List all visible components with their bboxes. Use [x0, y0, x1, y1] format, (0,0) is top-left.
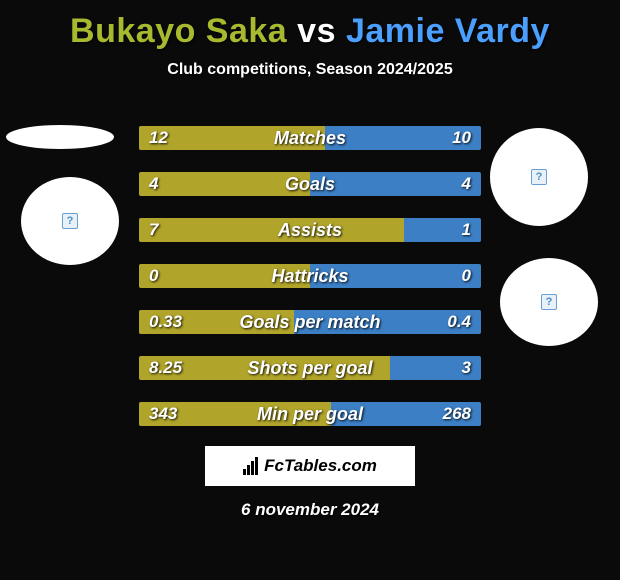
stat-row: 44Goals: [139, 172, 481, 196]
subtitle: Club competitions, Season 2024/2025: [0, 61, 620, 79]
fctables-logo-icon: [243, 457, 258, 475]
stat-label: Goals per match: [139, 310, 481, 334]
stat-row: 8.253Shots per goal: [139, 356, 481, 380]
vs-text: vs: [297, 12, 336, 50]
stat-row: 71Assists: [139, 218, 481, 242]
stat-label: Matches: [139, 126, 481, 150]
watermark-text: FcTables.com: [264, 456, 377, 476]
stat-label: Assists: [139, 218, 481, 242]
stat-label: Goals: [139, 172, 481, 196]
stat-row: 343268Min per goal: [139, 402, 481, 426]
player2-name: Jamie Vardy: [346, 12, 550, 50]
stats-bars: 1210Matches 44Goals 71Assists 00Hattricks 0.…: [139, 126, 481, 448]
stat-row: 0.330.4Goals per match: [139, 310, 481, 334]
decor-circle-2: ?: [490, 128, 588, 226]
decor-circle-3: ?: [500, 258, 598, 346]
stat-row: 00Hattricks: [139, 264, 481, 288]
stat-label: Hattricks: [139, 264, 481, 288]
decor-circle-1: ?: [21, 177, 119, 265]
stat-label: Shots per goal: [139, 356, 481, 380]
placeholder-icon: ?: [531, 169, 547, 185]
watermark: FcTables.com: [205, 446, 415, 486]
player1-name: Bukayo Saka: [70, 12, 287, 50]
decor-ellipse: [6, 125, 114, 149]
placeholder-icon: ?: [62, 213, 78, 229]
stat-row: 1210Matches: [139, 126, 481, 150]
stat-label: Min per goal: [139, 402, 481, 426]
date-text: 6 november 2024: [0, 500, 620, 520]
placeholder-icon: ?: [541, 294, 557, 310]
comparison-title: Bukayo Saka vs Jamie Vardy: [0, 0, 620, 51]
